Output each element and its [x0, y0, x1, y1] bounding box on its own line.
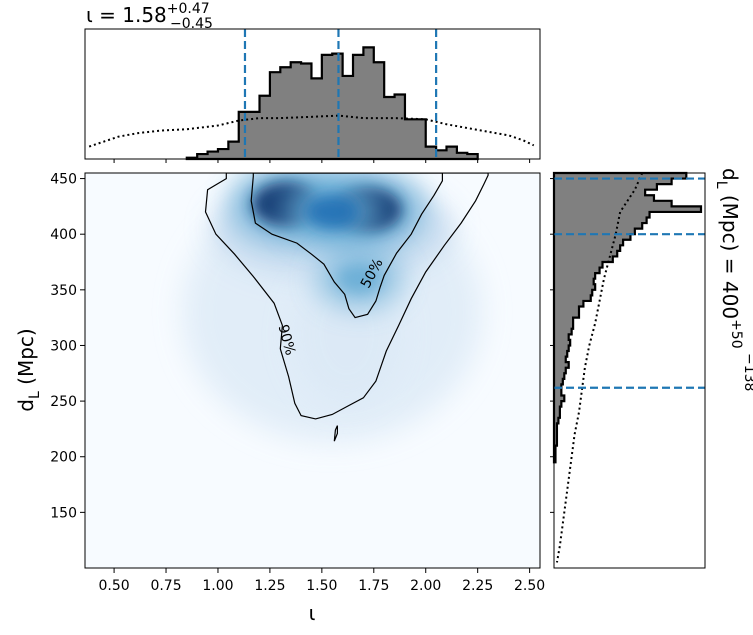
x-tick-label: 2.25	[462, 578, 493, 594]
x-tick-label: 1.50	[306, 578, 337, 594]
y-tick-label: 400	[50, 227, 77, 243]
density-peak	[305, 194, 360, 230]
x-axis-label: ι	[309, 601, 316, 625]
x-tick-label: 0.50	[99, 578, 130, 594]
y-tick-label: 200	[50, 450, 77, 466]
y-axis-label-unit: (Mpc)	[14, 328, 38, 391]
right-title-d: d	[718, 168, 742, 181]
y-axis-label: dL (Mpc)	[14, 328, 43, 411]
right-title-middle: (Mpc) = 400	[718, 189, 742, 320]
joint-density-panel: 50%90% 0.50 0.75 1.00 1.25 1.50 1.75 2.00 2.25 2…	[50, 172, 545, 594]
y-tick-label: 250	[50, 394, 77, 410]
y-axis-label-main: d	[14, 399, 38, 412]
top-title-main: ι = 1.58	[86, 3, 167, 27]
contour-90	[204, 173, 489, 420]
x-tick-label: 1.00	[202, 578, 233, 594]
top-title-sup: +0.47	[167, 1, 210, 17]
x-tick-label: 1.75	[358, 578, 389, 594]
x-tick-label: 2.00	[410, 578, 441, 594]
right-posterior-histogram	[552, 171, 703, 464]
top-title-sub: −0.45	[170, 16, 213, 32]
y-tick-label: 350	[50, 283, 77, 299]
x-tick-label: 2.50	[514, 578, 545, 594]
y-axis-label-sub: L	[27, 391, 43, 399]
contour-90-island	[333, 425, 338, 442]
right-title-sub: −138	[741, 353, 753, 391]
right-title-sup: +50	[728, 319, 744, 349]
top-prior-line	[88, 114, 535, 148]
y-tick-label: 450	[50, 172, 77, 188]
x-tick-label: 0.75	[150, 578, 181, 594]
right-marginal-title: dL (Mpc) = 400+50	[713, 168, 744, 349]
contour-50	[250, 173, 443, 319]
density-peak	[338, 265, 381, 292]
right-title-sub-L: L	[713, 181, 729, 189]
top-marginal-title: ι = 1.58+0.47	[86, 1, 210, 27]
y-tick-label: 300	[50, 338, 77, 354]
contour-label-90: 90%	[274, 323, 298, 357]
top-marginal-panel	[84, 28, 541, 163]
right-marginal-panel	[550, 171, 706, 569]
y-tick-label: 150	[50, 505, 77, 521]
x-tick-label: 1.25	[254, 578, 285, 594]
